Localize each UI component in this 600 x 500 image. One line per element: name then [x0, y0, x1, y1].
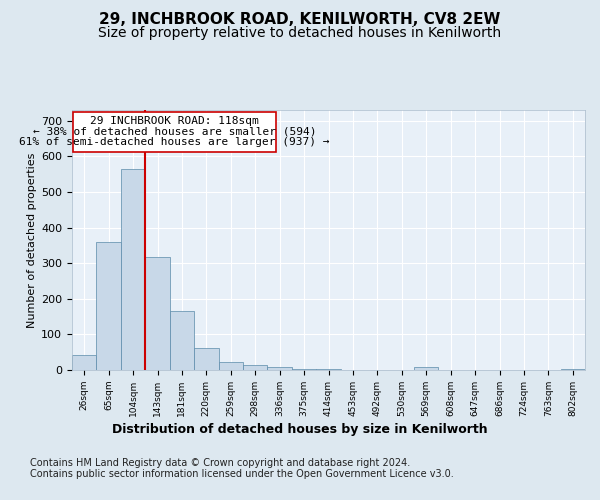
Text: ← 38% of detached houses are smaller (594): ← 38% of detached houses are smaller (59… — [33, 126, 316, 136]
Bar — [97, 242, 121, 370]
Bar — [218, 362, 243, 370]
Y-axis label: Number of detached properties: Number of detached properties — [27, 152, 37, 328]
Text: Contains HM Land Registry data © Crown copyright and database right 2024.
Contai: Contains HM Land Registry data © Crown c… — [30, 458, 454, 479]
Bar — [292, 368, 316, 370]
Bar — [243, 366, 268, 370]
Bar — [560, 368, 585, 370]
Text: Distribution of detached houses by size in Kenilworth: Distribution of detached houses by size … — [112, 422, 488, 436]
FancyBboxPatch shape — [73, 112, 276, 152]
Bar — [170, 311, 194, 370]
Bar — [145, 258, 170, 370]
Bar — [121, 169, 145, 370]
Bar — [414, 367, 439, 370]
Bar — [268, 367, 292, 370]
Bar — [316, 368, 341, 370]
Text: Size of property relative to detached houses in Kenilworth: Size of property relative to detached ho… — [98, 26, 502, 40]
Bar — [194, 348, 218, 370]
Text: 61% of semi-detached houses are larger (937) →: 61% of semi-detached houses are larger (… — [19, 137, 330, 147]
Text: 29, INCHBROOK ROAD, KENILWORTH, CV8 2EW: 29, INCHBROOK ROAD, KENILWORTH, CV8 2EW — [100, 12, 500, 28]
Text: 29 INCHBROOK ROAD: 118sqm: 29 INCHBROOK ROAD: 118sqm — [90, 116, 259, 126]
Bar — [72, 354, 97, 370]
